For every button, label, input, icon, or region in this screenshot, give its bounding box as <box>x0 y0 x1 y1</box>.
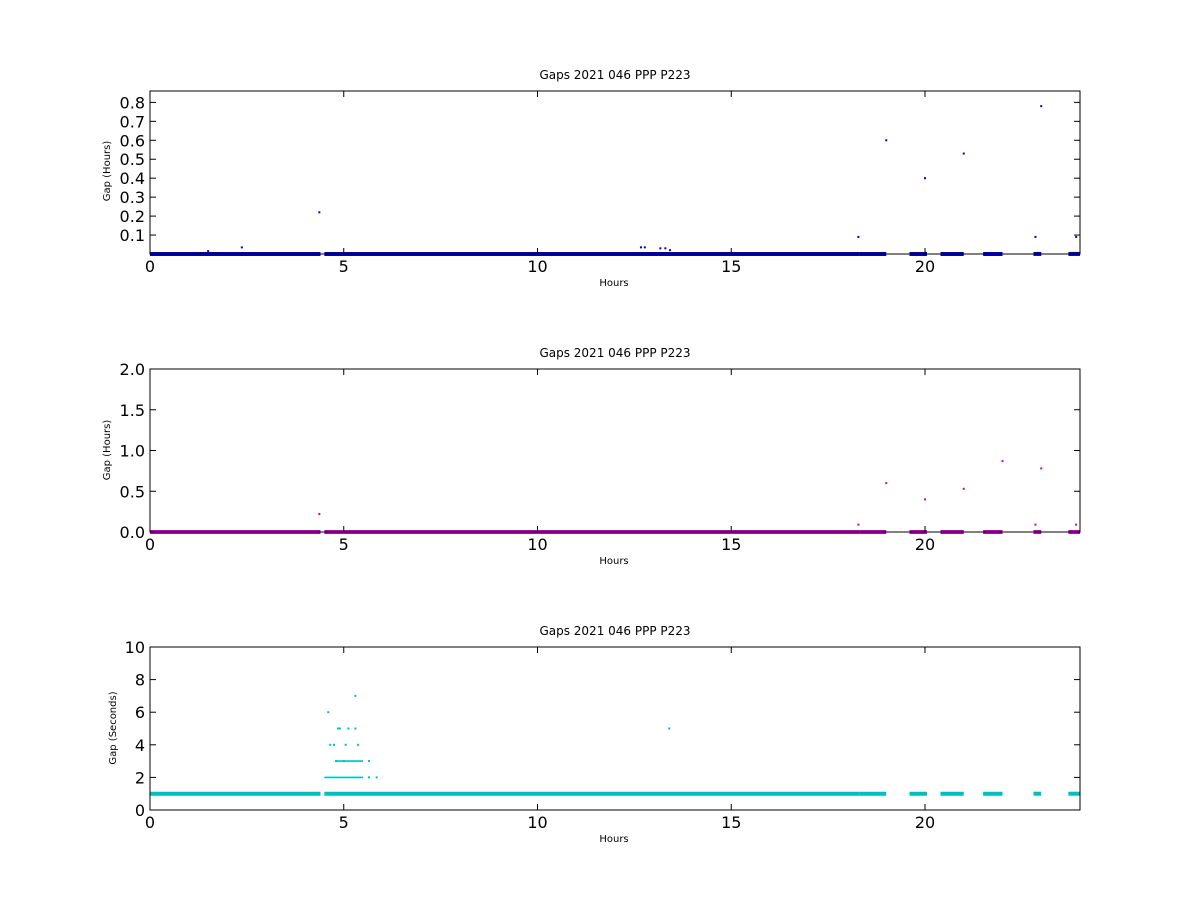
y-axis-label: Gap (Seconds) <box>108 691 119 764</box>
data-point <box>338 727 341 730</box>
x-tick-label: 20 <box>915 813 935 832</box>
data-point <box>664 247 667 250</box>
y-tick-label: 0.5 <box>120 482 145 501</box>
y-tick-label: 4 <box>135 736 145 755</box>
x-axis-label: Hours <box>599 834 628 845</box>
chart-title: Gaps 2021 046 PPP P223 <box>539 68 690 82</box>
data-point <box>333 743 336 746</box>
data-point <box>1034 523 1037 526</box>
data-point <box>347 727 350 730</box>
y-axis-label: Gap (Hours) <box>102 141 113 202</box>
data-point <box>659 247 662 250</box>
x-tick-label: 15 <box>721 535 741 554</box>
x-axis-label: Hours <box>599 278 628 289</box>
y-tick-label: 0.4 <box>120 169 145 188</box>
data-point <box>639 246 642 249</box>
axes-frame <box>149 90 1081 255</box>
y-tick-label: 0.8 <box>120 93 145 112</box>
x-tick-label: 20 <box>915 535 935 554</box>
x-tick-label: 0 <box>145 813 155 832</box>
y-tick-label: 1.0 <box>120 442 145 461</box>
x-tick-label: 15 <box>721 257 741 276</box>
data-point <box>962 487 965 490</box>
y-tick-label: 2.0 <box>120 360 145 379</box>
data-point <box>354 694 357 697</box>
x-tick-label: 5 <box>339 535 349 554</box>
data-point <box>1040 467 1043 470</box>
data-point <box>885 482 888 485</box>
data-point <box>318 211 321 214</box>
chart-title: Gaps 2021 046 PPP P223 <box>539 624 690 638</box>
y-axis-label: Gap (Hours) <box>102 420 113 481</box>
y-tick-label: 8 <box>135 671 145 690</box>
y-tick-label: 0.7 <box>120 112 145 131</box>
y-tick-label: 6 <box>135 703 145 722</box>
y-tick-label: 0.3 <box>120 188 145 207</box>
data-point <box>318 513 321 516</box>
data-point <box>207 250 210 253</box>
data-point <box>367 776 370 779</box>
data-point <box>924 177 926 180</box>
axes-frame <box>149 646 1081 811</box>
data-point <box>344 743 347 746</box>
plot-area <box>150 694 1080 796</box>
data-point <box>375 776 378 779</box>
chart-panel-middle: Gaps 2021 046 PPP P223 Hours Gap (Hours)… <box>102 346 1081 567</box>
x-tick-label: 10 <box>527 535 547 554</box>
y-tick-label: 1.5 <box>120 401 145 420</box>
data-point <box>336 727 339 730</box>
data-point <box>329 743 332 746</box>
data-point <box>1001 460 1004 463</box>
data-point <box>885 139 888 142</box>
y-tick-label: 0.0 <box>120 523 145 542</box>
y-tick-label: 0.2 <box>120 207 145 226</box>
y-tick-label: 10 <box>125 638 145 657</box>
data-point <box>668 727 671 730</box>
x-tick-label: 5 <box>339 813 349 832</box>
chart-panel-bottom: Gaps 2021 046 PPP P223 Hours Gap (Second… <box>108 624 1081 845</box>
y-tick-label: 0.1 <box>120 226 145 245</box>
data-point <box>367 760 370 763</box>
x-tick-label: 15 <box>721 813 741 832</box>
data-point <box>669 249 672 252</box>
data-point <box>357 743 360 746</box>
data-point <box>1040 105 1043 108</box>
y-tick-label: 0.5 <box>120 150 145 169</box>
y-tick-label: 0.6 <box>120 131 145 150</box>
data-point <box>857 235 860 238</box>
x-tick-label: 5 <box>339 257 349 276</box>
y-tick-label: 0 <box>135 801 145 820</box>
x-axis-label: Hours <box>599 556 628 567</box>
data-point <box>1034 235 1037 238</box>
data-point <box>327 711 330 714</box>
x-tick-label: 10 <box>527 813 547 832</box>
x-tick-label: 20 <box>915 257 935 276</box>
data-point <box>240 246 243 249</box>
chart-title: Gaps 2021 046 PPP P223 <box>539 346 690 360</box>
chart-panel-top: Gaps 2021 046 PPP P223 Hours Gap (Hours)… <box>102 68 1081 289</box>
data-point <box>643 246 646 249</box>
data-point <box>857 523 860 526</box>
x-tick-label: 10 <box>527 257 547 276</box>
data-point <box>354 727 357 730</box>
data-point <box>335 760 337 763</box>
data-point <box>962 152 965 155</box>
data-point <box>342 760 345 763</box>
data-point <box>1075 235 1078 238</box>
data-point <box>924 498 926 501</box>
x-tick-label: 0 <box>145 257 155 276</box>
data-point <box>1075 523 1078 526</box>
x-tick-label: 0 <box>145 535 155 554</box>
y-tick-label: 2 <box>135 768 145 787</box>
